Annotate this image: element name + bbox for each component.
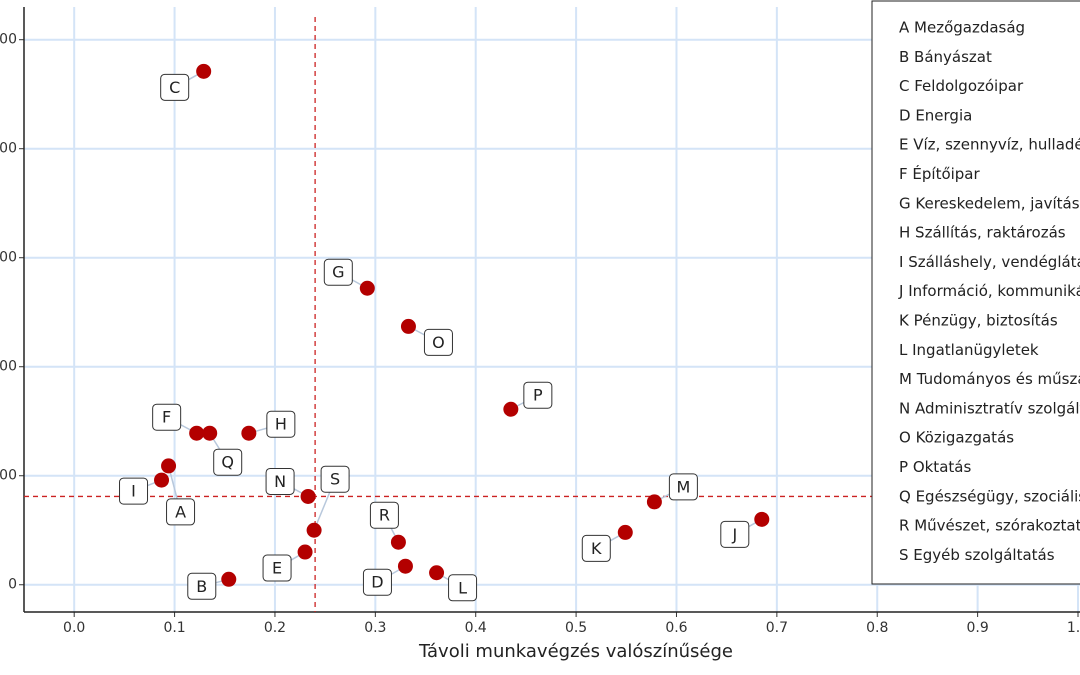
point-label: R bbox=[379, 506, 390, 525]
point-label-box bbox=[581, 534, 611, 562]
point-label-box bbox=[323, 258, 353, 286]
point bbox=[390, 534, 406, 550]
point bbox=[202, 425, 218, 441]
legend-entry: I Szálláshely, vendéglátás bbox=[899, 253, 1080, 271]
point-label: G bbox=[332, 263, 344, 282]
point-label: Q bbox=[221, 453, 234, 472]
point-label-box bbox=[262, 554, 292, 582]
point-label-box bbox=[187, 572, 217, 600]
x-tick-label: 0.6 bbox=[665, 620, 687, 636]
point-label: J bbox=[731, 525, 737, 544]
point-label-box bbox=[166, 498, 196, 526]
point-label-box bbox=[265, 467, 295, 495]
point-label-box bbox=[423, 328, 453, 356]
point-label: E bbox=[272, 559, 282, 578]
point-label-box bbox=[266, 410, 296, 438]
point-label: M bbox=[676, 477, 690, 496]
legend-entry: F Építőipar bbox=[899, 164, 981, 183]
legend-entry: K Pénzügy, biztosítás bbox=[899, 312, 1058, 330]
point bbox=[161, 458, 177, 474]
x-tick-label: 0.0 bbox=[63, 620, 85, 636]
x-tick-label: 1.0 bbox=[1067, 620, 1080, 636]
point-label: H bbox=[275, 415, 287, 434]
point-label: S bbox=[330, 470, 340, 489]
x-tick-label: 0.4 bbox=[465, 620, 487, 636]
point-label-box bbox=[213, 448, 243, 476]
point bbox=[359, 280, 375, 296]
point bbox=[617, 524, 633, 540]
point bbox=[241, 425, 257, 441]
point-label: D bbox=[371, 573, 383, 592]
point bbox=[189, 425, 205, 441]
x-axis-label: Távoli munkavégzés valószínűsége bbox=[418, 641, 733, 662]
point bbox=[300, 488, 316, 504]
point bbox=[503, 401, 519, 417]
legend-entry: R Művészet, szórakoztatás bbox=[899, 517, 1080, 535]
x-tick-label: 0.2 bbox=[264, 620, 286, 636]
y-tick-label: 200 bbox=[0, 359, 17, 375]
x-tick-label: 0.5 bbox=[565, 620, 587, 636]
point-label-box bbox=[160, 73, 190, 101]
point-label: O bbox=[432, 333, 445, 352]
legend-entry: N Adminisztratív szolgáltatás bbox=[899, 399, 1080, 417]
y-tick-label: 100 bbox=[0, 468, 17, 484]
point-label: K bbox=[591, 539, 602, 558]
point-label: L bbox=[458, 578, 467, 597]
legend-entry: D Energia bbox=[899, 106, 972, 124]
point-label-box bbox=[362, 568, 392, 596]
point bbox=[397, 558, 413, 574]
legend-entry: S Egyéb szolgáltatás bbox=[899, 546, 1055, 564]
legend-box bbox=[871, 0, 1080, 585]
point-label: P bbox=[533, 386, 543, 405]
legend-entry: J Információ, kommunikáció bbox=[898, 282, 1080, 300]
point-label: C bbox=[169, 78, 180, 97]
point-label-box bbox=[668, 473, 698, 501]
x-tick-label: 0.3 bbox=[364, 620, 386, 636]
legend-entry: G Kereskedelem, javítás bbox=[899, 194, 1080, 212]
point-label-box bbox=[523, 381, 553, 409]
point-label: F bbox=[162, 408, 171, 427]
point bbox=[196, 63, 212, 79]
legend-entry: O Közigazgatás bbox=[899, 429, 1014, 447]
point bbox=[297, 544, 313, 560]
point-label-box bbox=[119, 477, 149, 505]
legend-entry: H Szállítás, raktározás bbox=[899, 224, 1066, 242]
legend-entry: P Oktatás bbox=[899, 458, 971, 476]
point bbox=[221, 571, 237, 587]
point bbox=[646, 494, 662, 510]
x-tick-label: 0.9 bbox=[966, 620, 988, 636]
point-label-box bbox=[152, 403, 182, 431]
point bbox=[306, 522, 322, 538]
x-tick-label: 0.7 bbox=[766, 620, 788, 636]
point bbox=[400, 318, 416, 334]
legend-entry: A Mezőgazdaság bbox=[899, 19, 1025, 37]
legend-entry: L Ingatlanügyletek bbox=[899, 341, 1039, 359]
x-tick-label: 0.8 bbox=[866, 620, 888, 636]
legend-entry: Q Egészségügy, szociális ellátás bbox=[899, 487, 1080, 505]
legend-entry: M Tudományos és műszaki tevékenység bbox=[899, 370, 1080, 388]
point-label-box bbox=[448, 574, 478, 602]
legend-entry: B Bányászat bbox=[899, 48, 992, 66]
point-label: N bbox=[274, 472, 286, 491]
y-tick-label: 300 bbox=[0, 250, 17, 266]
y-tick-label: 500 bbox=[0, 32, 17, 48]
legend-entry: E Víz, szennyvíz, hulladékgazdálkodás bbox=[899, 136, 1080, 154]
y-tick-label: 400 bbox=[0, 141, 17, 157]
point bbox=[754, 511, 770, 527]
point-label: I bbox=[131, 482, 136, 501]
y-tick-label: 0 bbox=[8, 577, 17, 593]
point-label-box bbox=[369, 501, 399, 529]
point-label-box bbox=[720, 520, 750, 548]
point-label: A bbox=[175, 502, 186, 521]
point-label: B bbox=[196, 577, 207, 596]
point bbox=[429, 565, 445, 581]
x-tick-label: 0.1 bbox=[163, 620, 185, 636]
legend-entry: C Feldolgozóipar bbox=[899, 77, 1024, 95]
point bbox=[154, 472, 170, 488]
point-label-box bbox=[320, 465, 350, 493]
